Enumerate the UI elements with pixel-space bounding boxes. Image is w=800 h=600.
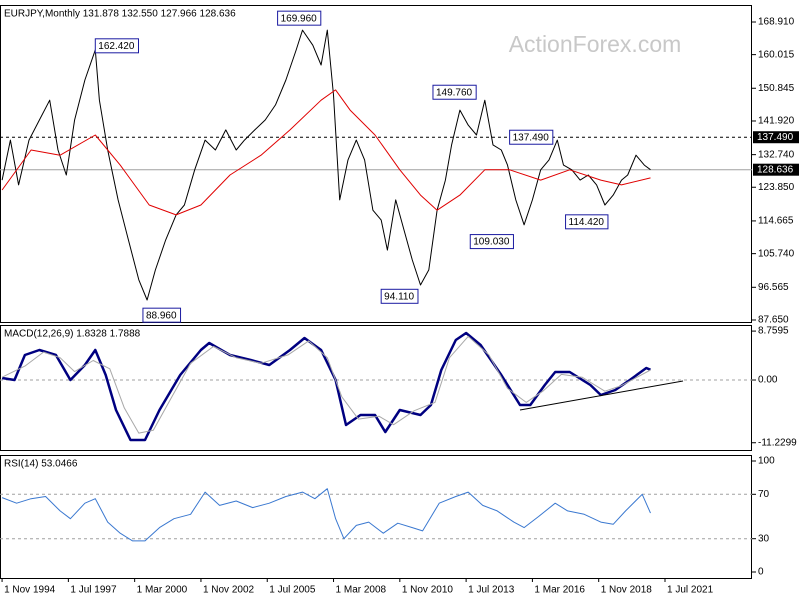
x-tick-label: 1 Jul 2013	[468, 585, 515, 596]
pane-frame	[0, 325, 752, 451]
pane-frame	[0, 5, 752, 323]
y-tick-label: 0	[758, 567, 764, 578]
annotation-label: 169.960	[281, 13, 318, 24]
annotation-label: 137.490	[513, 132, 550, 143]
y-tick-label: 100	[758, 456, 775, 467]
y-tick-label: 160.015	[758, 49, 795, 60]
annotation-box	[277, 10, 322, 26]
annotation-label: 109.030	[473, 237, 510, 248]
pane-title: EURJPY,Monthly 131.878 132.550 127.966 1…	[4, 9, 236, 20]
price-label: 128.636	[757, 164, 794, 175]
series-line	[1, 488, 651, 542]
y-tick-label: 70	[758, 489, 770, 500]
y-tick-label: 8.7595	[758, 326, 789, 337]
annotation-label: 94.110	[384, 291, 414, 302]
annotation-label: 114.420	[569, 217, 605, 228]
annotation-box	[380, 288, 419, 304]
watermark: ActionForex.com	[509, 31, 682, 57]
price-label-box	[753, 131, 799, 144]
x-tick-label: 1 Jul 1997	[70, 585, 117, 596]
price-label: 137.490	[757, 132, 794, 143]
annotation-box	[94, 38, 139, 54]
x-tick-label: 1 Jul 2005	[269, 585, 316, 596]
annotation-box	[142, 307, 182, 323]
y-tick-label: 150.845	[758, 83, 795, 94]
x-tick-label: 1 Mar 2016	[534, 585, 585, 596]
pane-title: RSI(14) 53.0466	[4, 459, 78, 470]
price-label-box	[753, 163, 799, 176]
x-tick-label: 1 Mar 2000	[137, 585, 188, 596]
series-line	[1, 29, 651, 301]
y-tick-label: 132.740	[758, 149, 795, 160]
x-tick-label: 1 Mar 2008	[336, 585, 387, 596]
series-line	[1, 89, 651, 216]
annotation-label: 149.760	[436, 87, 473, 98]
trend-line	[519, 380, 684, 411]
annotation-box	[432, 84, 477, 100]
y-tick-label: 96.565	[758, 282, 789, 293]
x-tick-label: 1 Nov 2018	[601, 585, 653, 596]
y-tick-label: -11.2299	[758, 437, 797, 448]
y-tick-label: 141.920	[758, 116, 795, 127]
y-tick-label: 30	[758, 533, 770, 544]
x-tick-label: 1 Nov 2010	[402, 585, 454, 596]
pane-frame	[0, 455, 752, 579]
y-tick-label: 168.910	[758, 17, 795, 28]
x-tick-label: 1 Jul 2021	[667, 585, 714, 596]
x-tick-label: 1 Nov 1994	[4, 585, 56, 596]
y-tick-label: 87.650	[758, 315, 789, 326]
annotation-box	[469, 234, 514, 250]
y-tick-label: 105.740	[758, 248, 795, 259]
annotation-label: 162.420	[98, 41, 135, 52]
x-tick-label: 1 Nov 2002	[203, 585, 255, 596]
annotation-label: 88.960	[146, 310, 177, 321]
y-tick-label: 114.665	[758, 216, 794, 227]
y-tick-label: 123.850	[758, 182, 795, 193]
y-tick-label: 0.00	[758, 375, 778, 386]
annotation-box	[509, 129, 554, 145]
series-line	[1, 335, 651, 434]
annotation-box	[565, 214, 609, 230]
pane-title: MACD(12,26,9) 1.8328 1.7888	[4, 329, 141, 340]
series-line	[1, 331, 651, 442]
